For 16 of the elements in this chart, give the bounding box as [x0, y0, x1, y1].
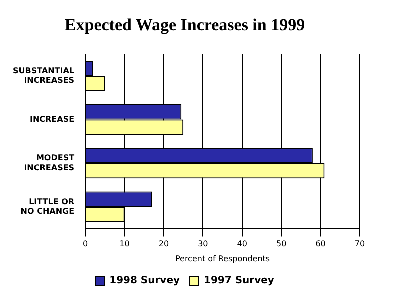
y-tick-label: SUBSTANTIAL INCREASES: [13, 66, 75, 86]
x-tick-label: 20: [158, 240, 170, 249]
legend-label: 1997 Survey: [204, 276, 275, 287]
x-tick-label: 40: [237, 240, 248, 249]
x-tick-label: 0: [83, 240, 88, 249]
x-axis-title: Percent of Respondents: [175, 254, 270, 264]
x-tick-label: 50: [276, 240, 287, 249]
y-tick-label: INCREASE: [30, 114, 75, 124]
chart-title: Expected Wage Increases in 1999: [64, 16, 306, 35]
x-tick-label: 60: [316, 240, 326, 249]
y-tick-label: LITTLE OR NO CHANGE: [20, 197, 75, 216]
y-tick-label: MODEST INCREASES: [24, 154, 76, 172]
x-tick-label: 30: [198, 240, 208, 249]
legend-label: 1998 Survey: [110, 276, 180, 287]
x-tick-label: 10: [120, 240, 130, 249]
x-tick-label: 70: [354, 240, 366, 249]
